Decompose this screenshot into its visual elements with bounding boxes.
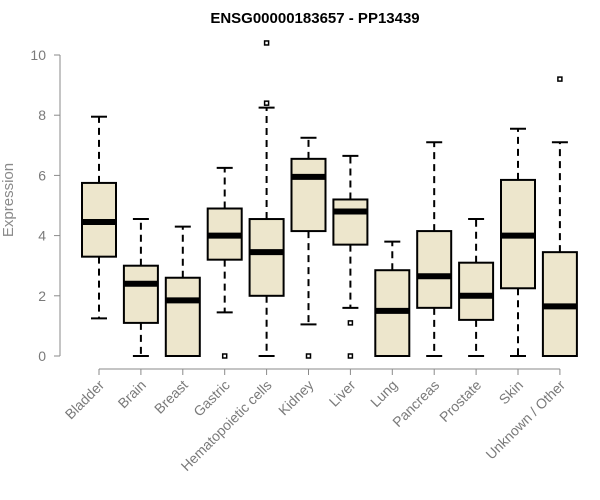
- outlier-point: [263, 40, 270, 46]
- y-axis-label: Expression: [0, 163, 17, 237]
- outlier-point: [347, 320, 354, 326]
- box-group: [332, 154, 369, 359]
- y-tick-label: 4: [38, 228, 46, 244]
- outlier-point: [221, 353, 228, 359]
- box: [248, 218, 285, 297]
- outlier-point: [305, 353, 312, 359]
- box: [458, 261, 495, 321]
- x-tick-label: Brain: [115, 377, 149, 411]
- y-tick-label: 8: [38, 107, 46, 123]
- outlier-point: [557, 76, 563, 82]
- box-group: [374, 240, 411, 357]
- outlier-point: [263, 100, 270, 106]
- x-tick-label: Liver: [326, 377, 359, 410]
- box-group: [416, 141, 453, 357]
- box: [416, 230, 453, 309]
- x-tick-label: Pancreas: [389, 377, 442, 430]
- x-tick-label: Bladder: [62, 377, 108, 423]
- x-tick-label: Unknown / Other: [482, 377, 568, 463]
- box-group: [164, 225, 201, 357]
- box-group: [458, 218, 495, 357]
- chart-title: ENSG00000183657 - PP13439: [210, 10, 419, 27]
- box: [122, 264, 159, 324]
- box-group: [541, 76, 578, 357]
- boxes-layer: [81, 40, 578, 359]
- x-tick-label: Lung: [367, 377, 400, 410]
- box: [164, 276, 201, 357]
- y-tick-label: 0: [38, 348, 46, 364]
- y-tick-label: 10: [30, 47, 46, 63]
- box-group: [81, 115, 117, 320]
- box-group: [122, 218, 159, 357]
- y-tick-label: 6: [38, 167, 46, 183]
- outlier-point: [347, 353, 354, 359]
- box: [290, 157, 327, 233]
- box-group: [500, 127, 536, 357]
- box-group: [248, 40, 285, 357]
- x-tick-label: Breast: [151, 377, 191, 417]
- y-tick-label: 2: [38, 288, 46, 304]
- x-tick-label: Skin: [496, 377, 527, 408]
- x-tick-label: Kidney: [275, 377, 317, 419]
- box-group: [206, 166, 243, 359]
- y-axis: 0 2 4 6 8 10: [30, 47, 61, 364]
- box-group: [290, 136, 327, 359]
- x-tick-label: Prostate: [436, 377, 484, 425]
- box: [332, 198, 369, 246]
